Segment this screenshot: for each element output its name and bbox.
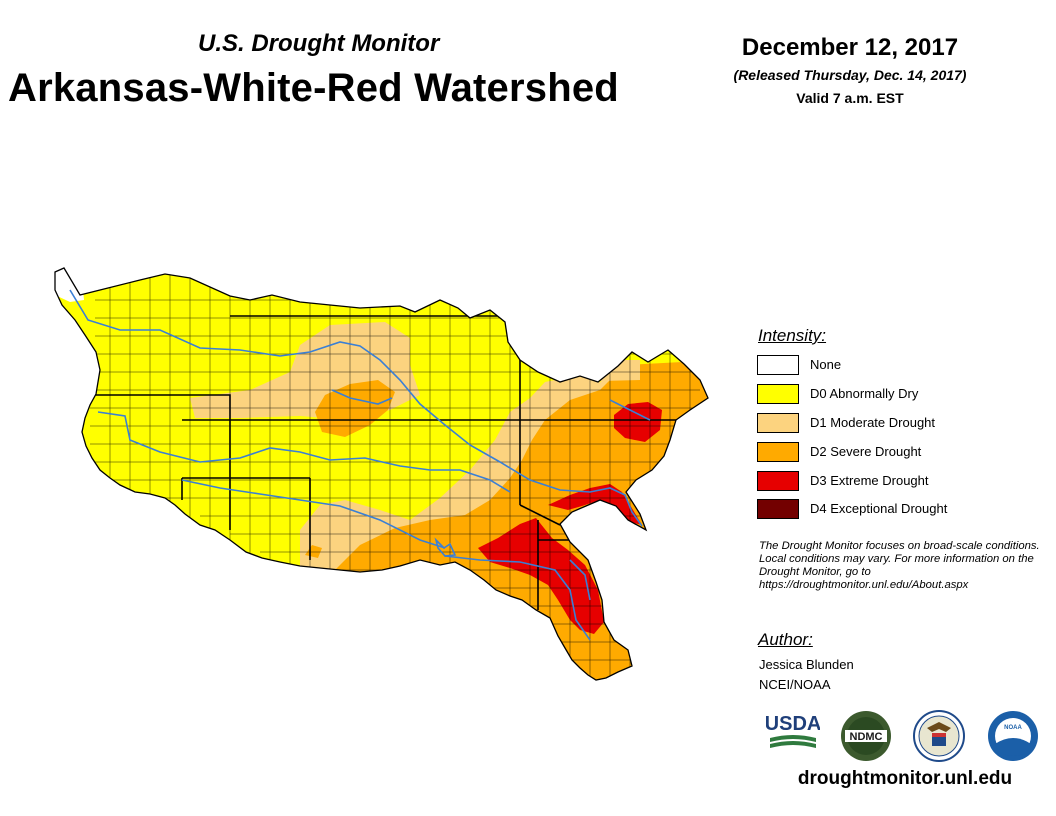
- map-subtitle: U.S. Drought Monitor: [198, 30, 440, 57]
- noaa-logo-icon: NOAA: [988, 711, 1038, 761]
- legend-swatch-none: [757, 355, 799, 375]
- legend-label: D2 Severe Drought: [810, 444, 922, 459]
- rivers: [69, 289, 651, 641]
- watershed-outline: [54, 267, 709, 681]
- ndmc-logo-icon: NDMC: [841, 711, 891, 761]
- legend-label: None: [810, 357, 842, 372]
- legend-swatch-d3: [757, 471, 799, 491]
- no-drought-region: [55, 268, 84, 302]
- usda-logo-text: USDA: [766, 713, 820, 735]
- noaa-logo-text: NOAA: [1004, 725, 1022, 731]
- d3-region-arkansas-river: [548, 484, 642, 525]
- legend-label: D3 Extreme Drought: [810, 473, 929, 488]
- ndmc-logo-text: NDMC: [850, 731, 883, 743]
- footer-url[interactable]: droughtmonitor.unl.edu: [797, 768, 1013, 789]
- legend-swatch-d1: [757, 413, 799, 433]
- author-heading: Author:: [758, 630, 813, 649]
- legend-swatch-d2: [757, 442, 799, 462]
- usda-logo-icon: USDA: [766, 713, 820, 748]
- legend-label: D4 Exceptional Drought: [810, 501, 948, 516]
- legend-label: D0 Abnormally Dry: [810, 386, 919, 401]
- map-title: Arkansas-White-Red Watershed: [8, 66, 619, 110]
- author-org: NCEI/NOAA: [759, 677, 831, 692]
- valid-date: December 12, 2017: [741, 34, 959, 61]
- author-name: Jessica Blunden: [759, 657, 854, 672]
- legend-swatch-d0: [757, 384, 799, 404]
- d2-region-kansas: [315, 380, 395, 437]
- legend-label: D1 Moderate Drought: [810, 415, 936, 430]
- legend-swatch-d4: [757, 499, 799, 519]
- disclaimer-note: The Drought Monitor focuses on broad-sca…: [759, 540, 1040, 591]
- commerce-seal-icon: [913, 710, 965, 762]
- legend-heading: Intensity:: [758, 326, 827, 345]
- valid-time: Valid 7 a.m. EST: [796, 90, 904, 106]
- release-date: (Released Thursday, Dec. 14, 2017): [733, 67, 967, 83]
